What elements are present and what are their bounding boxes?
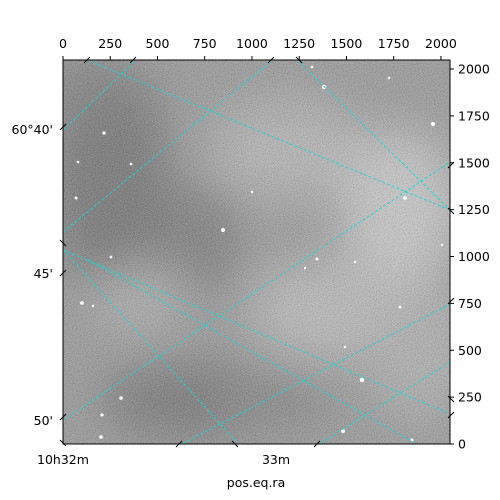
x-tick-label: 1500 bbox=[331, 36, 363, 51]
grid-line bbox=[63, 60, 274, 233]
world-ticks bbox=[59, 56, 455, 448]
right-axis: 0 250 500 750 1000 1250 1500 1750 2000 bbox=[450, 62, 490, 452]
dec-label-50: 50' bbox=[34, 413, 53, 428]
grid-line bbox=[85, 60, 450, 211]
x-axis-title: pos.eq.ra bbox=[227, 475, 285, 490]
grid-line bbox=[63, 60, 137, 131]
sky-image bbox=[63, 60, 450, 444]
y-tick-label: 1250 bbox=[458, 202, 490, 217]
y-tick-label: 1750 bbox=[458, 108, 490, 123]
top-axis: 0 250 500 750 1000 1250 1500 1750 2000 bbox=[59, 36, 457, 60]
grid-line bbox=[296, 60, 450, 211]
coordinate-grid bbox=[63, 60, 450, 444]
ra-label-33: 33m bbox=[262, 452, 290, 467]
x-tick-label: 0 bbox=[59, 36, 67, 51]
ra-label-32: 10h32m bbox=[37, 452, 89, 467]
x-tick-label: 1750 bbox=[378, 36, 410, 51]
grid-line bbox=[180, 303, 450, 444]
y-tick-label: 500 bbox=[458, 343, 482, 358]
x-tick-label: 1250 bbox=[283, 36, 315, 51]
x-tick-label: 250 bbox=[98, 36, 122, 51]
y-tick-label: 1500 bbox=[458, 155, 490, 170]
x-tick-label: 500 bbox=[146, 36, 170, 51]
y-tick-label: 0 bbox=[458, 437, 466, 452]
grid-line bbox=[63, 161, 450, 421]
x-tick-label: 1000 bbox=[236, 36, 268, 51]
plot-frame bbox=[62, 59, 451, 445]
x-tick-label: 750 bbox=[193, 36, 217, 51]
x-tick-label: 2000 bbox=[425, 36, 457, 51]
y-tick-label: 1000 bbox=[458, 249, 490, 264]
dec-label-40: 60°40' bbox=[12, 122, 54, 137]
y-tick-label: 2000 bbox=[458, 62, 490, 77]
y-tick-label: 750 bbox=[458, 296, 482, 311]
grid-line bbox=[318, 361, 450, 444]
y-tick-label: 250 bbox=[458, 390, 482, 405]
dec-label-45: 45' bbox=[34, 266, 53, 281]
grid-line bbox=[63, 249, 450, 415]
grid-line bbox=[63, 249, 239, 444]
